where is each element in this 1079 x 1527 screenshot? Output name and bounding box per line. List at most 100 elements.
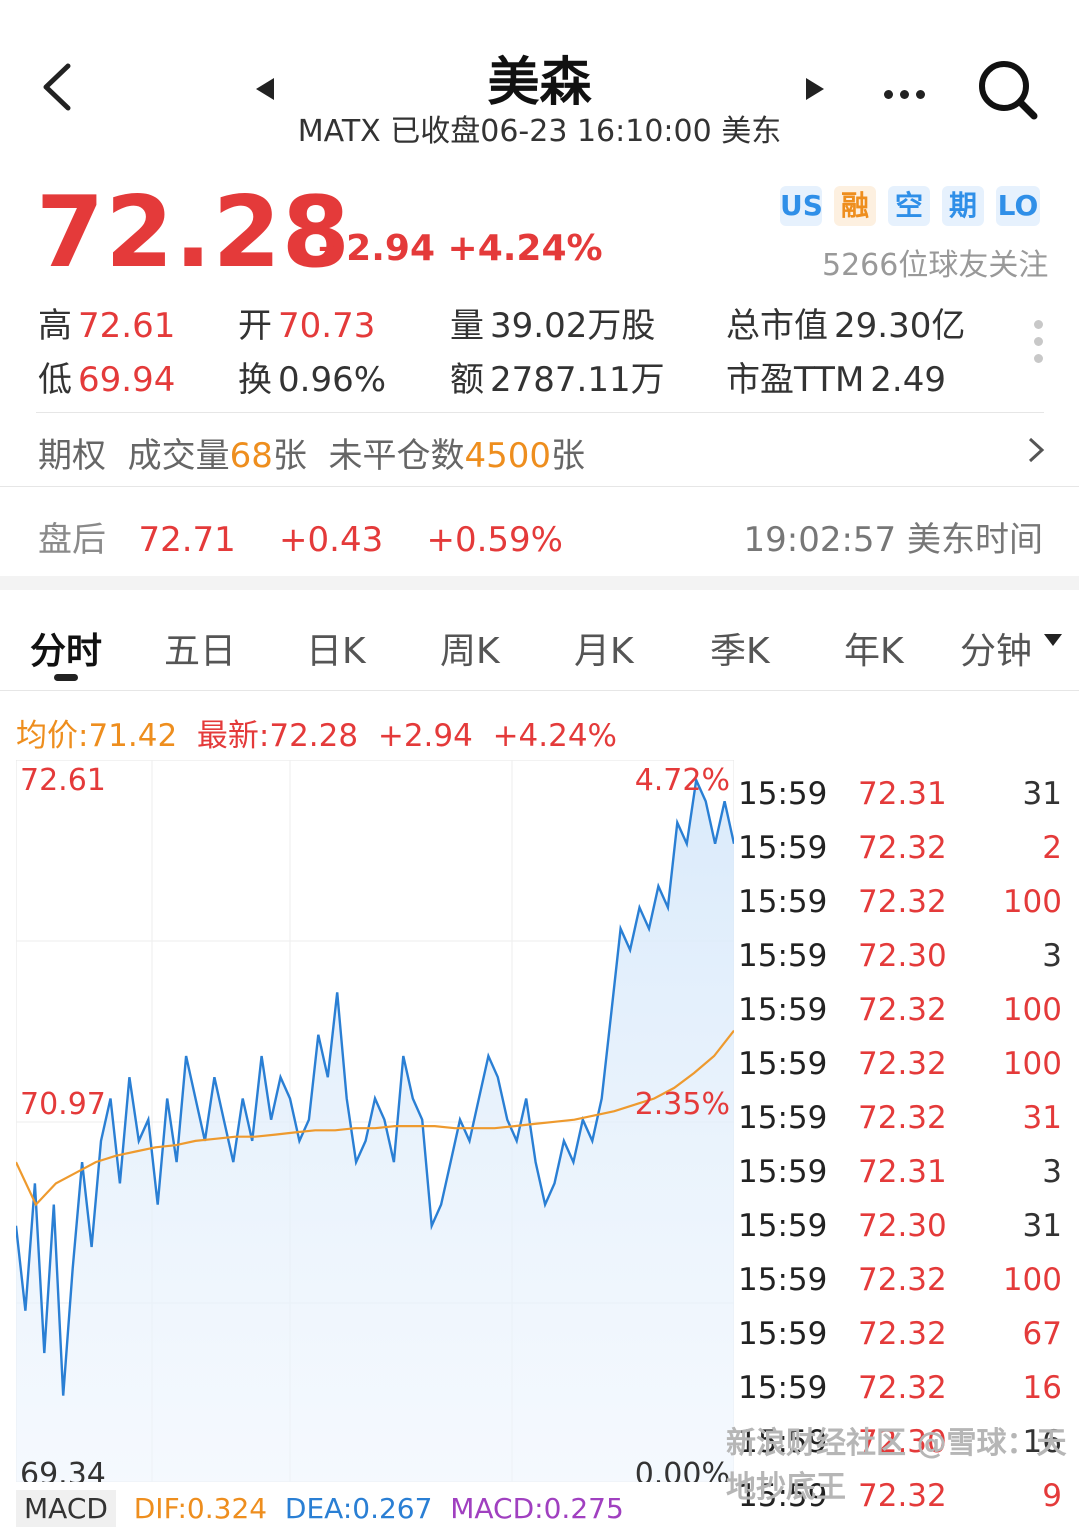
search-icon[interactable] — [976, 58, 1040, 122]
trade-quantity: 9 — [1042, 1478, 1062, 1514]
price-area — [16, 780, 734, 1482]
trade-price: 72.32 — [858, 992, 947, 1028]
caret-down-icon[interactable] — [1044, 634, 1062, 646]
previous-stock-icon[interactable] — [256, 78, 274, 100]
trade-quantity: 3 — [1042, 1154, 1062, 1190]
divider — [0, 690, 1079, 691]
followers-count[interactable]: 5266位球友关注 — [822, 248, 1049, 283]
trade-quantity: 3 — [1042, 938, 1062, 974]
stat-turnover: 换 0.96% — [238, 360, 387, 400]
trade-row: 15:59 72.32 2 — [736, 824, 1064, 878]
trade-time: 15:59 — [738, 1424, 828, 1460]
trade-quantity: 100 — [1002, 884, 1062, 920]
y-tick-high: 72.61 — [20, 763, 106, 798]
trade-price: 72.32 — [858, 1316, 947, 1352]
after-hours-time: 19:02:57 美东时间 — [743, 520, 1043, 560]
trade-time: 15:59 — [738, 1478, 828, 1514]
macd-indicator-row[interactable]: MACD DIF:0.324 DEA:0.267 MACD:0.275 — [16, 1490, 624, 1527]
us-market-badge[interactable]: US — [780, 186, 823, 226]
active-tab-indicator — [54, 674, 78, 681]
tab-five-day[interactable]: 五日 — [164, 631, 237, 672]
trade-price: 72.30 — [858, 1208, 947, 1244]
price-line — [16, 775, 734, 1396]
tab-yearly-k[interactable]: 年K — [844, 631, 904, 672]
after-hours-row: 盘后 72.71 +0.43 +0.59% — [38, 520, 563, 560]
options-badge[interactable]: 期 — [942, 186, 984, 226]
trade-row: 15:59 72.32 9 — [736, 1472, 1064, 1526]
trade-quantity: 100 — [1002, 1262, 1062, 1298]
trade-time: 15:59 — [738, 884, 828, 920]
trade-row: 15:59 72.32 16 — [736, 1364, 1064, 1418]
short-badge[interactable]: 空 — [888, 186, 930, 226]
section-separator — [0, 576, 1079, 590]
level-badge[interactable]: LO — [996, 186, 1040, 226]
trade-row: 15:59 72.32 31 — [736, 1094, 1064, 1148]
macd-label: MACD — [16, 1490, 116, 1527]
watermark: 新浪财经社区 @雪球：天地抄底王 — [726, 1426, 1067, 1505]
chart-legend: 均价:71.42 最新:72.28 +2.94 +4.24% — [16, 710, 617, 755]
y-tick-low: 69.34 — [20, 1457, 106, 1482]
macd-value: MACD:0.275 — [450, 1492, 624, 1525]
options-summary-row[interactable]: 期权 成交量68张 未平仓数4500张 — [38, 436, 586, 476]
tab-daily-k[interactable]: 日K — [306, 631, 366, 672]
legend-latest: 最新:72.28 — [196, 718, 359, 754]
trade-quantity: 31 — [1022, 776, 1062, 812]
trade-row: 15:59 72.30 31 — [736, 1202, 1064, 1256]
tab-weekly-k[interactable]: 周K — [440, 631, 500, 672]
trade-price: 72.32 — [858, 830, 947, 866]
trade-row: 15:59 72.31 31 — [736, 770, 1064, 824]
tab-minute[interactable]: 分钟 — [960, 631, 1033, 672]
stat-low: 低 69.94 — [38, 360, 176, 400]
intraday-chart[interactable]: 72.61 70.97 69.34 4.72% 2.35% 0.00% — [16, 760, 734, 1482]
legend-change: +2.94 — [377, 718, 473, 754]
stat-volume: 量 39.02万股 — [450, 306, 656, 346]
legend-avg: 均价:71.42 — [16, 718, 178, 754]
current-price: 72.28 — [36, 176, 351, 290]
trade-quantity: 2 — [1042, 830, 1062, 866]
trade-price: 72.32 — [858, 884, 947, 920]
tab-monthly-k[interactable]: 月K — [574, 631, 634, 672]
trade-quantity: 31 — [1022, 1208, 1062, 1244]
tab-intraday[interactable]: 分时 — [30, 631, 103, 672]
y-tick-mid: 70.97 — [20, 1087, 106, 1122]
trade-price: 72.30 — [858, 938, 947, 974]
trade-time: 15:59 — [738, 938, 828, 974]
expand-stats-icon[interactable] — [1034, 320, 1043, 371]
stat-open: 开 70.73 — [238, 306, 376, 346]
price-change: +2.94 +4.24% — [316, 228, 603, 269]
chevron-right-icon[interactable] — [1024, 436, 1048, 464]
margin-badge[interactable]: 融 — [834, 186, 876, 226]
trade-quantity: 16 — [1022, 1370, 1062, 1406]
trade-time: 15:59 — [738, 1100, 828, 1136]
trade-quantity: 100 — [1002, 992, 1062, 1028]
trade-time: 15:59 — [738, 992, 828, 1028]
trade-quantity: 67 — [1022, 1316, 1062, 1352]
trade-row: 15:59 72.32 100 — [736, 878, 1064, 932]
trade-row: 15:59 72.30 3 — [736, 932, 1064, 986]
next-stock-icon[interactable] — [806, 78, 824, 100]
stat-high: 高 72.61 — [38, 306, 176, 346]
stat-market-cap: 总市值 29.30亿 — [726, 306, 966, 346]
trade-price: 72.31 — [858, 1154, 947, 1190]
more-icon[interactable] — [884, 84, 932, 103]
trade-ticks-list[interactable]: 15:59 72.31 31 15:59 72.32 2 15:59 72.32 100 15:5… — [736, 770, 1064, 1526]
back-arrow-icon[interactable] — [38, 62, 78, 112]
trade-time: 15:59 — [738, 1370, 828, 1406]
macd-dif: DIF:0.324 — [133, 1492, 268, 1525]
trade-time: 15:59 — [738, 1046, 828, 1082]
trade-price: 72.32 — [858, 1370, 947, 1406]
stat-pe-ttm: 市盈TTM 2.49 — [726, 360, 946, 400]
trade-quantity: 31 — [1022, 1100, 1062, 1136]
tab-quarterly-k[interactable]: 季K — [710, 631, 770, 672]
trade-time: 15:59 — [738, 1154, 828, 1190]
trade-row: 15:59 72.32 100 — [736, 986, 1064, 1040]
stock-status-line: MATX 已收盘06-23 16:10:00 美东 — [297, 114, 782, 149]
trade-price: 72.30 — [858, 1424, 947, 1460]
y-tick-pct-mid: 2.35% — [635, 1087, 730, 1122]
trade-row: 15:59 72.30 16 — [736, 1418, 1064, 1472]
trade-quantity: 16 — [1022, 1424, 1062, 1460]
trade-price: 72.32 — [858, 1478, 947, 1514]
divider — [0, 486, 1079, 487]
trade-row: 15:59 72.31 3 — [736, 1148, 1064, 1202]
trade-quantity: 100 — [1002, 1046, 1062, 1082]
